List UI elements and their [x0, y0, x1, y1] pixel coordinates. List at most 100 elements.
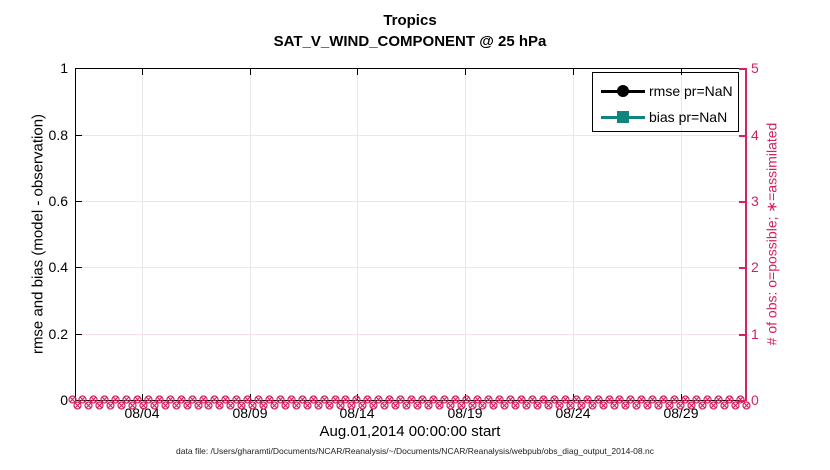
obs-count-marker	[424, 397, 433, 410]
legend-item: bias pr=NaN	[601, 107, 727, 127]
obs-count-marker	[648, 391, 657, 404]
top-x-tick	[573, 69, 574, 75]
obs-count-marker	[215, 397, 225, 410]
obs-count-marker	[144, 391, 153, 404]
obs-count-marker	[670, 391, 679, 404]
obs-count-marker	[100, 391, 109, 404]
obs-count-marker	[725, 391, 734, 404]
obs-count-marker	[577, 397, 586, 410]
obs-count-marker	[435, 397, 444, 410]
bottom-x-tick	[465, 394, 466, 400]
obs-count-marker	[462, 391, 471, 404]
obs-count-marker	[517, 391, 526, 404]
top-x-tick	[142, 69, 143, 75]
left-y-tick-label: 0.6	[48, 193, 68, 209]
x-gridline	[465, 69, 466, 400]
obs-count-marker	[352, 391, 362, 404]
obs-count-marker	[528, 391, 537, 404]
obs-count-marker	[303, 397, 312, 410]
obs-count-marker	[621, 397, 630, 410]
right-y-tick	[739, 201, 745, 203]
obs-count-marker	[550, 391, 559, 404]
obs-count-marker	[319, 391, 329, 404]
filled-circle-marker-icon	[617, 85, 629, 97]
obs-count-marker	[155, 391, 164, 404]
obs-count-marker	[391, 397, 400, 410]
obs-count-marker	[588, 397, 597, 410]
obs-count-marker	[522, 397, 531, 410]
top-x-tick	[357, 69, 358, 75]
x-gridline	[142, 69, 143, 400]
obs-count-marker	[561, 391, 570, 404]
x-gridline	[681, 69, 682, 400]
obs-count-marker	[374, 391, 383, 404]
obs-count-marker	[572, 391, 581, 404]
obs-count-marker	[128, 397, 137, 410]
obs-count-marker	[287, 391, 296, 404]
obs-count-marker	[232, 391, 241, 404]
obs-count-marker	[199, 391, 208, 404]
bottom-x-tick	[681, 394, 682, 400]
legend-item-label: rmse pr=NaN	[649, 83, 733, 99]
obs-count-marker	[714, 391, 723, 404]
obs-count-marker	[495, 391, 504, 404]
right-y-tick-label: 5	[751, 60, 759, 76]
obs-count-marker	[254, 391, 263, 404]
left-y-tick	[76, 334, 82, 335]
right-y-tick	[739, 68, 745, 70]
obs-count-marker	[626, 391, 636, 404]
obs-count-marker	[467, 397, 477, 410]
obs-count-marker	[106, 397, 115, 410]
right-y-tick-label: 0	[751, 392, 759, 408]
bottom-x-tick	[142, 394, 143, 400]
obs-count-marker	[610, 397, 619, 410]
left-y-tick-label: 1	[60, 60, 68, 76]
obs-count-marker	[719, 397, 729, 410]
right-y-tick	[739, 334, 745, 336]
right-y-tick-label: 4	[751, 127, 759, 143]
obs-count-marker	[566, 397, 575, 410]
obs-count-marker	[429, 391, 438, 404]
obs-count-marker	[440, 391, 449, 404]
obs-count-marker	[341, 391, 351, 404]
obs-count-marker	[555, 397, 564, 410]
bias-line-sample	[601, 110, 645, 124]
right-y-tick-label: 1	[751, 326, 759, 342]
right-y-tick-label: 3	[751, 193, 759, 209]
obs-count-marker	[369, 397, 378, 410]
obs-count-marker	[456, 397, 466, 410]
obs-count-marker	[380, 397, 389, 410]
obs-count-marker	[654, 397, 663, 410]
obs-count-marker	[703, 391, 712, 404]
right-y-tick-label: 2	[751, 259, 759, 275]
right-y-tick	[739, 135, 745, 137]
obs-count-marker	[637, 391, 646, 404]
obs-count-marker	[182, 397, 192, 410]
left-y-tick-label: 0.2	[48, 326, 68, 342]
obs-count-marker	[117, 397, 126, 410]
left-y-tick	[76, 68, 82, 69]
axis-border-left	[75, 68, 76, 401]
obs-count-marker	[665, 397, 674, 410]
legend: rmse pr=NaN bias pr=NaN	[592, 72, 739, 132]
x-axis-label: Aug.01,2014 00:00:00 start	[319, 423, 501, 440]
obs-count-marker	[73, 397, 82, 410]
obs-count-marker	[599, 397, 608, 410]
chart-title-region: Tropics	[383, 12, 437, 29]
obs-count-marker	[363, 391, 372, 404]
left-y-tick	[76, 135, 82, 136]
obs-count-marker	[325, 397, 334, 410]
obs-count-marker	[736, 391, 745, 404]
obs-count-marker	[533, 397, 542, 410]
obs-count-marker	[84, 397, 93, 410]
obs-count-marker	[276, 391, 285, 404]
obs-count-marker	[593, 391, 603, 404]
x-gridline	[250, 69, 251, 400]
obs-count-marker	[615, 391, 625, 404]
obs-count-marker	[385, 391, 394, 404]
obs-count-marker	[298, 391, 307, 404]
obs-count-marker	[676, 397, 685, 410]
y-gridline	[76, 334, 745, 335]
obs-count-marker	[741, 397, 751, 410]
